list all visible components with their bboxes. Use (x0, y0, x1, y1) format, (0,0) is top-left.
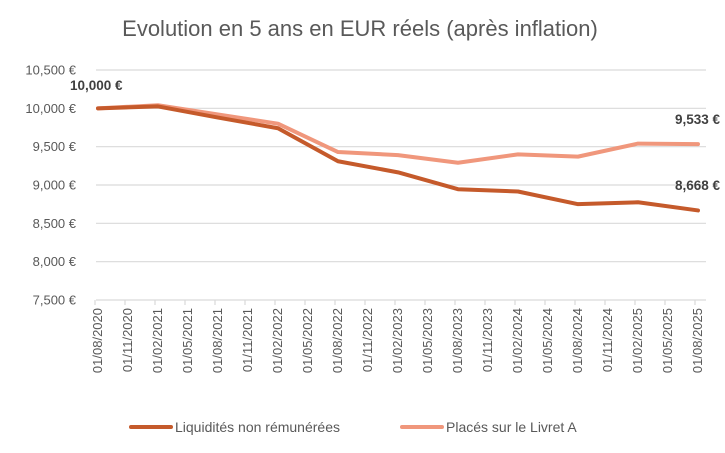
x-tick-label: 01/05/2023 (420, 308, 435, 373)
x-tick-label: 01/08/2025 (690, 308, 705, 373)
y-tick-label: 8,000 € (33, 254, 77, 269)
data-label-livret-a-end: 9,533 € (675, 112, 721, 127)
x-tick-label: 01/02/2025 (630, 308, 645, 373)
x-tick-label: 01/02/2023 (390, 308, 405, 373)
x-tick-label: 01/02/2024 (510, 308, 525, 373)
x-tick-label: 01/05/2025 (660, 308, 675, 373)
gridlines (96, 69, 706, 263)
y-tick-label: 10,500 € (25, 63, 76, 78)
legend-label-livret-a: Placés sur le Livret A (446, 419, 577, 435)
x-tick-label: 01/11/2023 (480, 308, 495, 372)
x-tick-label: 01/05/2022 (300, 308, 315, 373)
x-tick-label: 01/11/2020 (120, 308, 135, 372)
x-axis: 01/08/2020 01/11/2020 01/02/2021 01/05/2021… (90, 299, 706, 373)
x-tick-label: 01/05/2021 (180, 308, 195, 373)
x-tick-label: 01/08/2021 (210, 308, 225, 373)
legend-label-liquidites: Liquidités non rémunérées (175, 419, 340, 435)
x-tick-label: 01/02/2021 (150, 308, 165, 373)
y-axis: 7,500 € 8,000 € 8,500 € 9,000 € 9,500 € 10,00… (25, 63, 76, 308)
data-labels: 10,000 € 9,533 € 8,668 € (70, 78, 720, 193)
x-tick-label: 01/05/2024 (540, 308, 555, 373)
x-tick-label: 01/11/2024 (600, 308, 615, 372)
x-tick-label: 01/02/2022 (270, 308, 285, 373)
series-lines (96, 103, 700, 213)
y-tick-label: 9,500 € (33, 139, 77, 154)
y-tick-label: 10,000 € (25, 101, 76, 116)
series-line-liquidites (96, 104, 700, 213)
y-tick-label: 9,000 € (33, 178, 77, 193)
data-label-liquidites-end: 8,668 € (675, 178, 721, 193)
x-tick-label: 01/08/2022 (330, 308, 345, 373)
x-tick-label: 01/08/2023 (450, 308, 465, 373)
legend: Liquidités non rémunérées Placés sur le L… (129, 419, 577, 435)
y-tick-label: 7,500 € (33, 293, 77, 308)
x-tick-label: 01/08/2024 (570, 308, 585, 373)
x-tick-label: 01/08/2020 (90, 308, 105, 373)
chart-title: Evolution en 5 ans en EUR réels (après i… (122, 16, 598, 41)
data-label-start: 10,000 € (70, 78, 123, 93)
x-tick-label: 01/11/2022 (360, 308, 375, 372)
x-tick-label: 01/11/2021 (240, 308, 255, 372)
y-tick-label: 8,500 € (33, 216, 77, 231)
series-line-livret-a (96, 103, 700, 165)
